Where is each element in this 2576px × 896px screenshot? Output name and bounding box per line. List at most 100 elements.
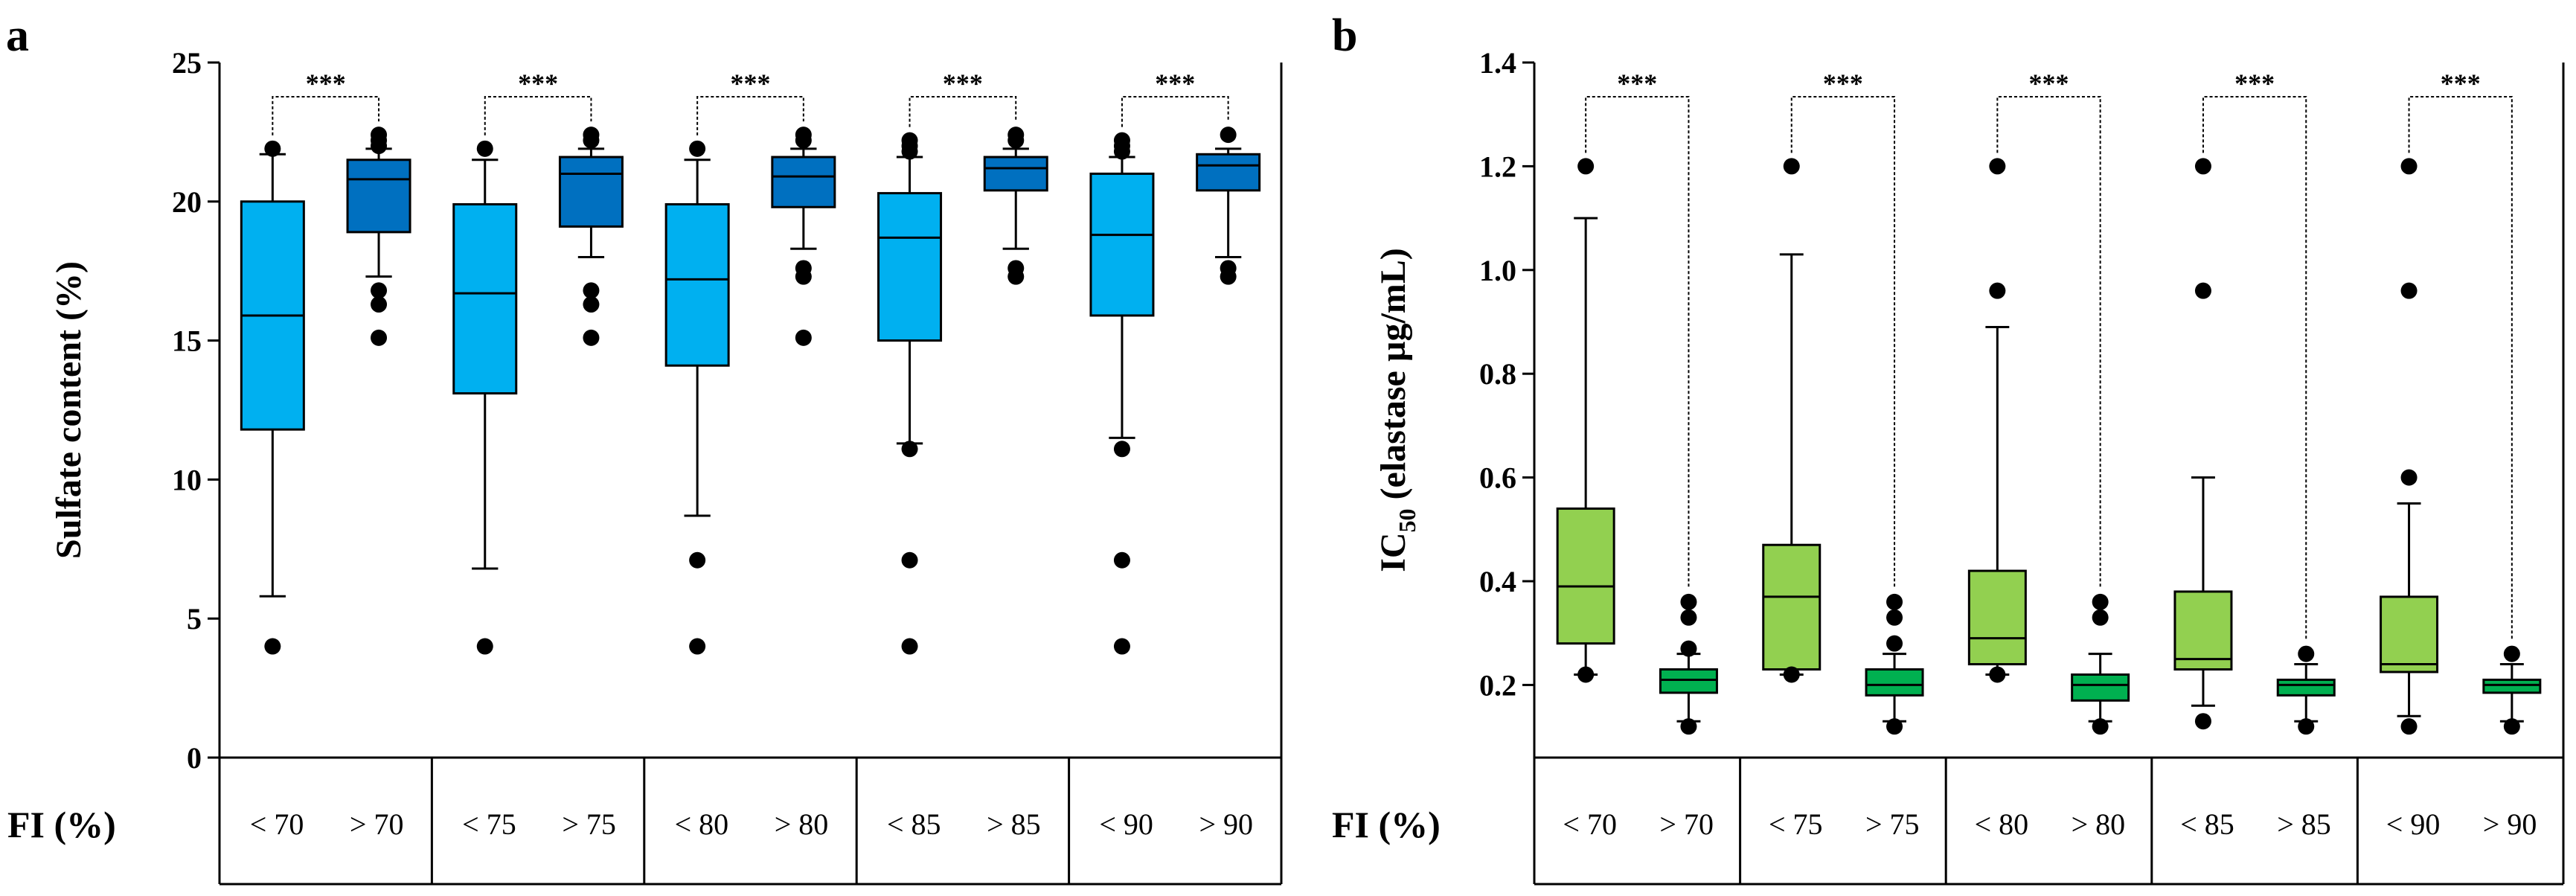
outlier-point bbox=[1113, 132, 1130, 149]
group-label: < 70 bbox=[250, 807, 304, 841]
outlier-point bbox=[583, 329, 600, 346]
outlier-point bbox=[1989, 158, 2006, 175]
significance-label: *** bbox=[2441, 68, 2481, 98]
y-tick-label: 15 bbox=[172, 324, 202, 358]
outlier-point bbox=[1577, 666, 1595, 683]
significance-bracket bbox=[1121, 96, 1229, 127]
outlier-point bbox=[1007, 127, 1025, 144]
group-label: < 85 bbox=[887, 807, 941, 841]
outlier-point bbox=[1886, 635, 1903, 652]
box-iqr bbox=[664, 203, 730, 367]
y-axis-title-rest: (elastase µg/mL) bbox=[1374, 248, 1413, 508]
outlier-point bbox=[1886, 718, 1903, 735]
outlier-point bbox=[1220, 127, 1237, 144]
outlier-point bbox=[2400, 158, 2418, 175]
box-iqr bbox=[2173, 590, 2233, 671]
outlier-point bbox=[901, 132, 918, 149]
outlier-point bbox=[901, 551, 918, 569]
significance-label: *** bbox=[2029, 68, 2069, 98]
y-tick-label: 0.6 bbox=[1479, 461, 1516, 495]
outlier-point bbox=[795, 260, 812, 277]
panel-b: b 0.2 0.4 0.6 0.8 1.0 1.2 1.4 IC50 (elastase µg/… bbox=[1332, 10, 2565, 886]
group-label: < 85 bbox=[2180, 807, 2234, 841]
outlier-point bbox=[1886, 609, 1903, 626]
outlier-point bbox=[1680, 609, 1697, 626]
group-label: < 90 bbox=[2386, 807, 2441, 841]
outlier-point bbox=[371, 127, 388, 144]
significance-label: *** bbox=[2234, 68, 2275, 98]
box-iqr bbox=[771, 156, 836, 208]
significance-label: *** bbox=[1155, 68, 1195, 98]
outlier-point bbox=[795, 329, 812, 346]
outlier-point bbox=[1680, 718, 1697, 735]
significance-label: *** bbox=[306, 68, 346, 98]
y-tick-label: 10 bbox=[172, 463, 202, 496]
y-tick-label: 20 bbox=[172, 185, 202, 219]
group-label: < 80 bbox=[1975, 807, 2029, 841]
outlier-point bbox=[1783, 158, 1800, 175]
x-axis-title: FI (%) bbox=[7, 804, 116, 845]
significance-bracket bbox=[696, 96, 804, 135]
box-iqr bbox=[1196, 153, 1261, 192]
y-axis-title: Sulfate content (%) bbox=[49, 261, 89, 559]
group-label: < 70 bbox=[1563, 807, 1617, 841]
panel-label: a bbox=[6, 10, 29, 61]
box-iqr bbox=[2071, 673, 2130, 702]
group-label: < 90 bbox=[1099, 807, 1153, 841]
outlier-point bbox=[2092, 609, 2109, 626]
significance-label: *** bbox=[943, 68, 983, 98]
group-label: > 75 bbox=[1865, 807, 1920, 841]
significance-bracket bbox=[2408, 96, 2513, 641]
outlier-point bbox=[2194, 282, 2211, 299]
outlier-point bbox=[1220, 260, 1237, 277]
y-axis-title-main: IC bbox=[1374, 532, 1413, 572]
significance-label: *** bbox=[1617, 68, 1657, 98]
box-iqr bbox=[1967, 569, 2027, 666]
significance-bracket bbox=[484, 96, 592, 135]
significance-bracket bbox=[1996, 96, 2101, 589]
group-label: > 75 bbox=[562, 807, 616, 841]
y-tick-label: 0.2 bbox=[1479, 668, 1516, 702]
outlier-point bbox=[371, 282, 388, 299]
outlier-point bbox=[795, 127, 812, 144]
box-iqr bbox=[1865, 668, 1924, 697]
box-iqr bbox=[877, 192, 943, 342]
panel-a: a 0 5 10 15 20 25 Sulfate content (%) FI (%) < 70… bbox=[6, 10, 1283, 886]
outlier-point bbox=[2092, 718, 2109, 735]
group-label: > 90 bbox=[1199, 807, 1254, 841]
group-label: > 85 bbox=[2277, 807, 2331, 841]
outlier-point bbox=[264, 638, 281, 655]
outlier-point bbox=[1113, 441, 1130, 458]
outlier-point bbox=[371, 329, 388, 346]
y-tick-label: 1.0 bbox=[1479, 254, 1516, 287]
outlier-point bbox=[1577, 158, 1595, 175]
outlier-point bbox=[2092, 593, 2109, 610]
outlier-point bbox=[901, 441, 918, 458]
outlier-point bbox=[1680, 640, 1697, 657]
group-label: < 75 bbox=[462, 807, 516, 841]
outlier-point bbox=[689, 638, 706, 655]
panel-label: b bbox=[1332, 10, 1357, 61]
y-tick-label: 5 bbox=[187, 602, 202, 636]
significance-bracket bbox=[1585, 96, 1690, 589]
significance-label: *** bbox=[518, 68, 558, 98]
box-iqr bbox=[1659, 668, 1718, 694]
outlier-point bbox=[1680, 593, 1697, 610]
outlier-point bbox=[1007, 260, 1025, 277]
y-tick-label: 0.4 bbox=[1479, 565, 1516, 598]
outlier-point bbox=[1886, 593, 1903, 610]
box-iqr bbox=[2276, 678, 2336, 697]
outlier-point bbox=[583, 296, 600, 313]
outlier-point bbox=[689, 551, 706, 569]
group-label: > 80 bbox=[2072, 807, 2126, 841]
box-iqr bbox=[983, 156, 1048, 192]
outlier-point bbox=[2194, 713, 2211, 730]
y-axis-title: IC50 (elastase µg/mL) bbox=[1374, 248, 1420, 572]
outlier-point bbox=[264, 140, 281, 157]
outlier-point bbox=[2298, 645, 2315, 662]
group-label: > 70 bbox=[350, 807, 404, 841]
outlier-point bbox=[583, 282, 600, 299]
box-iqr bbox=[452, 203, 518, 395]
significance-bracket bbox=[1790, 96, 1896, 589]
